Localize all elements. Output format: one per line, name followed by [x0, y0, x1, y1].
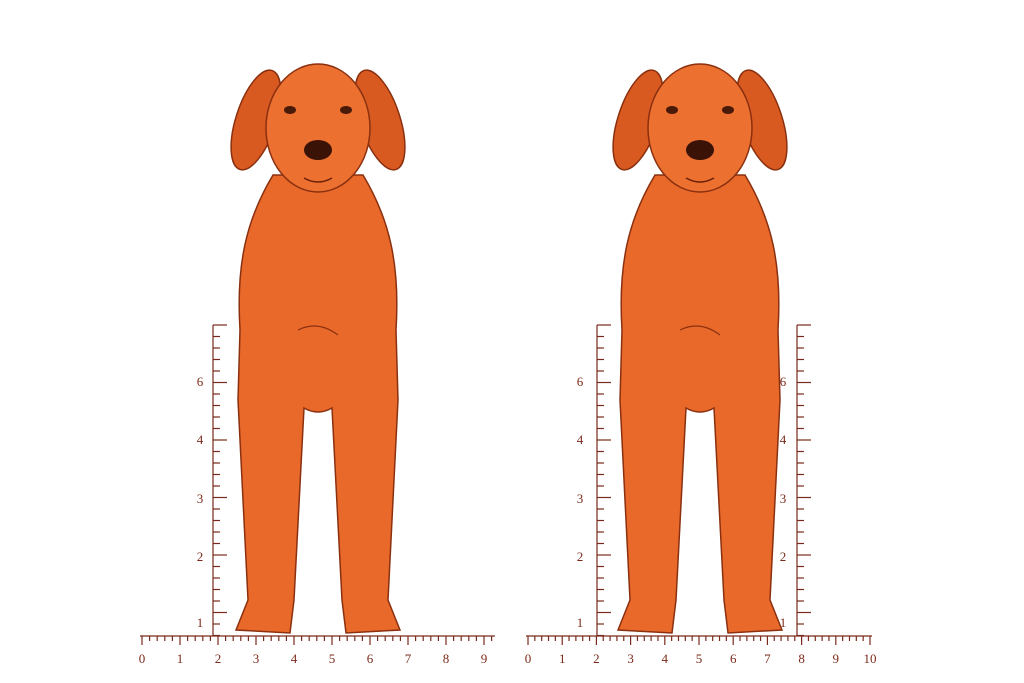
- ruler-label: 1: [197, 615, 204, 630]
- ruler-label: 7: [764, 651, 771, 666]
- ruler-label: 1: [780, 615, 787, 630]
- ruler-label: 3: [577, 491, 584, 506]
- ruler-label: 2: [197, 549, 204, 564]
- ruler-label: 1: [577, 615, 584, 630]
- ruler-label: 4: [780, 432, 787, 447]
- ruler-label: 0: [525, 651, 532, 666]
- ruler-label: 2: [593, 651, 600, 666]
- ruler-label: 2: [577, 549, 584, 564]
- ruler-label: 8: [443, 651, 450, 666]
- ruler-label: 6: [577, 374, 584, 389]
- ruler-label: 6: [197, 374, 204, 389]
- ruler-label: 9: [481, 651, 488, 666]
- ruler-label: 5: [696, 651, 703, 666]
- dog-right: [602, 63, 798, 634]
- ruler-label: 3: [253, 651, 260, 666]
- ruler-label: 1: [177, 651, 184, 666]
- dog-left: [220, 63, 416, 634]
- ruler-label: 4: [662, 651, 669, 666]
- ruler-label: 6: [367, 651, 374, 666]
- ruler-label: 2: [215, 651, 222, 666]
- ruler-label: 4: [577, 432, 584, 447]
- ruler-label: 6: [730, 651, 737, 666]
- ruler-label: 4: [197, 432, 204, 447]
- ruler-label: 3: [780, 491, 787, 506]
- ruler-label: 7: [405, 651, 412, 666]
- ruler-label: 10: [864, 651, 877, 666]
- ruler-label: 0: [139, 651, 146, 666]
- ruler-label: 3: [197, 491, 204, 506]
- ruler-label: 9: [833, 651, 840, 666]
- ruler-label: 4: [291, 651, 298, 666]
- ruler-label: 3: [627, 651, 634, 666]
- ruler-label: 1: [559, 651, 566, 666]
- ruler-label: 5: [329, 651, 336, 666]
- ruler-label: 8: [798, 651, 805, 666]
- ruler-label: 6: [780, 374, 787, 389]
- ruler-label: 2: [780, 549, 787, 564]
